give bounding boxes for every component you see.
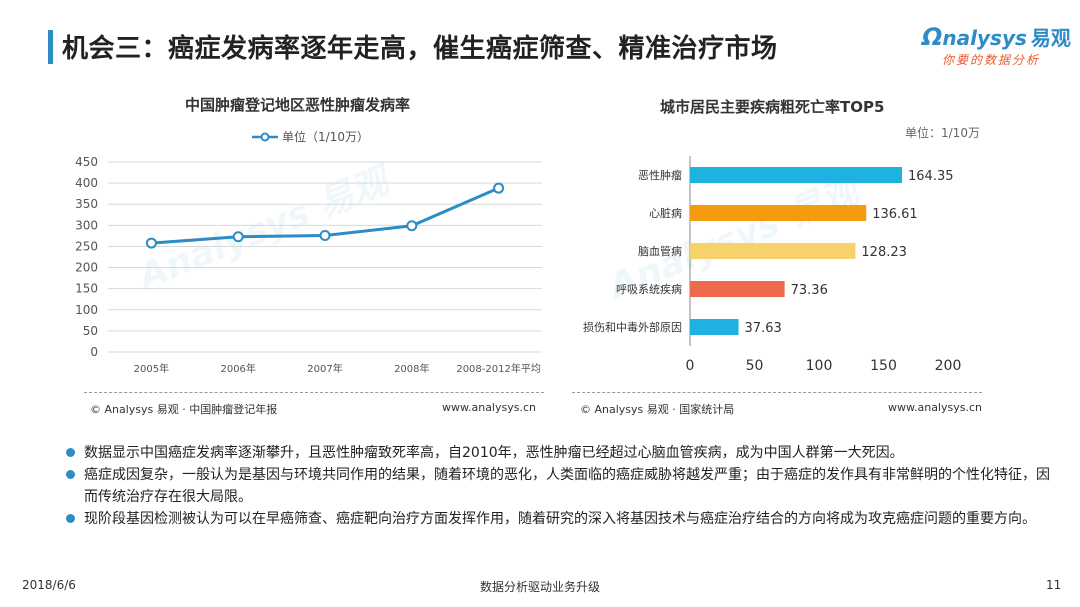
title-accent-bar (48, 30, 53, 64)
x-tick-label: 2008-2012年平均 (456, 362, 541, 375)
x-tick-label: 2008年 (394, 362, 429, 375)
y-tick-label: 50 (83, 324, 98, 338)
x-tick-label: 50 (746, 358, 764, 374)
right-chart-source: © Analysys 易观 · 国家统计局 (580, 403, 735, 416)
right-chart-url: www.analysys.cn (888, 401, 982, 414)
bar (690, 319, 739, 335)
y-tick-label: 400 (75, 176, 98, 190)
y-tick-label: 250 (75, 239, 98, 253)
left-line-chart: 0 50 100 150 200 250 300 350 400 450 2005年 2006年 200… (75, 155, 542, 375)
y-tick-label: 0 (90, 345, 98, 359)
left-chart-url: www.analysys.cn (442, 401, 536, 414)
bullet-item: 癌症成因复杂，一般认为是基因与环境共同作用的结果，随着环境的恶化，人类面临的癌症… (66, 464, 1056, 508)
bullet-item: 现阶段基因检测被认为可以在早癌筛查、癌症靶向治疗方面发挥作用，随着研究的深入将基… (66, 508, 1056, 530)
bar (690, 281, 785, 297)
bar-value-label: 136.61 (872, 207, 918, 222)
data-point (145, 237, 157, 249)
footer-date: 2018/6/6 (22, 578, 76, 592)
footer-slogan: 数据分析驱动业务升级 (479, 580, 600, 594)
right-chart-divider (572, 392, 982, 393)
analysys-logo: Ωnalysys 易观 你要的数据分析 (922, 22, 1071, 72)
bar-value-label: 164.35 (908, 169, 954, 184)
bullet-dot-icon (66, 514, 75, 523)
x-tick-label: 2005年 (134, 362, 169, 375)
right-chart-unit: 单位：1/10万 (905, 126, 980, 140)
category-label: 损伤和中毒外部原因 (583, 320, 682, 334)
logo-wordmark: Ωnalysys 易观 (922, 23, 1071, 51)
data-point (319, 229, 331, 241)
bar-value-label: 37.63 (745, 321, 782, 336)
y-tick-label: 200 (75, 261, 98, 275)
legend-label: 单位（1/10万） (282, 130, 369, 144)
x-tick-label: 100 (806, 358, 833, 374)
y-tick-label: 300 (75, 218, 98, 232)
x-tick-label: 2006年 (220, 362, 255, 375)
bullet-list: 数据显示中国癌症发病率逐渐攀升，且恶性肿瘤致死率高，自2010年，恶性肿瘤已经超… (66, 442, 1056, 530)
category-label: 呼吸系统疾病 (616, 282, 682, 296)
x-tick-label: 150 (870, 358, 897, 374)
page-number: 11 (1046, 578, 1062, 592)
bullet-item: 数据显示中国癌症发病率逐渐攀升，且恶性肿瘤致死率高，自2010年，恶性肿瘤已经超… (66, 442, 1056, 464)
left-chart-legend: 单位（1/10万） (252, 128, 369, 145)
y-tick-label: 100 (75, 303, 98, 317)
bar-value-label: 128.23 (861, 245, 907, 260)
category-label: 脑血管病 (638, 244, 682, 258)
data-point (232, 231, 244, 243)
data-point (493, 182, 505, 194)
right-chart-title: 城市居民主要疾病粗死亡率TOP5 (660, 98, 885, 116)
left-chart-title: 中国肿瘤登记地区恶性肿瘤发病率 (185, 96, 411, 114)
x-tick-label: 2007年 (307, 362, 342, 375)
bar (690, 243, 856, 259)
x-tick-label: 200 (935, 358, 962, 374)
y-tick-label: 150 (75, 282, 98, 296)
data-point (406, 220, 418, 232)
bullet-dot-icon (66, 448, 75, 457)
page-title: 机会三：癌症发病率逐年走高，催生癌症筛查、精准治疗市场 (62, 34, 778, 64)
legend-line-marker-icon (252, 132, 278, 141)
x-tick-label: 0 (686, 358, 695, 374)
y-tick-label: 450 (75, 155, 98, 169)
category-label: 心脏病 (649, 206, 682, 220)
bullet-dot-icon (66, 470, 75, 479)
logo-tagline: 你要的数据分析 (942, 53, 1041, 67)
right-bar-chart: 恶性肿瘤 164.35 心脏病 136.61 脑血管病 128.23 呼吸系统疾病 73.36… (583, 156, 962, 374)
logo-a-icon: Ω (922, 23, 943, 51)
bar (690, 205, 867, 221)
bar-value-label: 73.36 (791, 283, 828, 298)
bar (690, 167, 903, 183)
y-tick-label: 350 (75, 197, 98, 211)
category-label: 恶性肿瘤 (638, 168, 682, 182)
left-chart-source: © Analysys 易观 · 中国肿瘤登记年报 (90, 403, 278, 416)
left-chart-divider (84, 392, 544, 393)
